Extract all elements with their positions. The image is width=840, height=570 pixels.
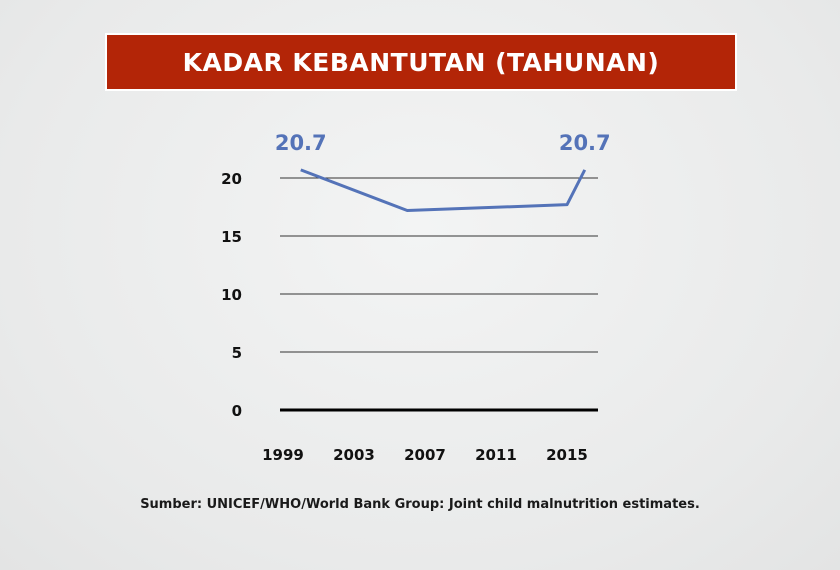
y-tick-label: 15: [221, 228, 242, 246]
x-tick-label: 2015: [546, 446, 588, 464]
x-tick-label: 2003: [333, 446, 375, 464]
chart-title: KADAR KEBANTUTAN (TAHUNAN): [182, 47, 660, 77]
x-axis-ticks: 1999 2003 2007 2011 2015: [262, 446, 588, 464]
x-tick-label: 2011: [475, 446, 517, 464]
source-note: Sumber: UNICEF/WHO/World Bank Group: Joi…: [140, 497, 700, 512]
data-label: 20.7: [275, 131, 327, 155]
gridlines: [280, 177, 598, 412]
y-tick-label: 0: [232, 402, 242, 420]
y-tick-label: 10: [221, 286, 242, 304]
y-axis-ticks: 0 5 10 15 20: [221, 170, 242, 420]
y-tick-label: 20: [221, 170, 242, 188]
x-tick-label: 2007: [404, 446, 446, 464]
data-labels: 20.7 20.7: [275, 131, 611, 155]
data-label: 20.7: [559, 131, 611, 155]
y-tick-label: 5: [232, 344, 242, 362]
title-banner: KADAR KEBANTUTAN (TAHUNAN): [105, 33, 737, 91]
series-group: [300, 168, 587, 212]
series-line: [300, 168, 587, 212]
x-tick-label: 1999: [262, 446, 304, 464]
